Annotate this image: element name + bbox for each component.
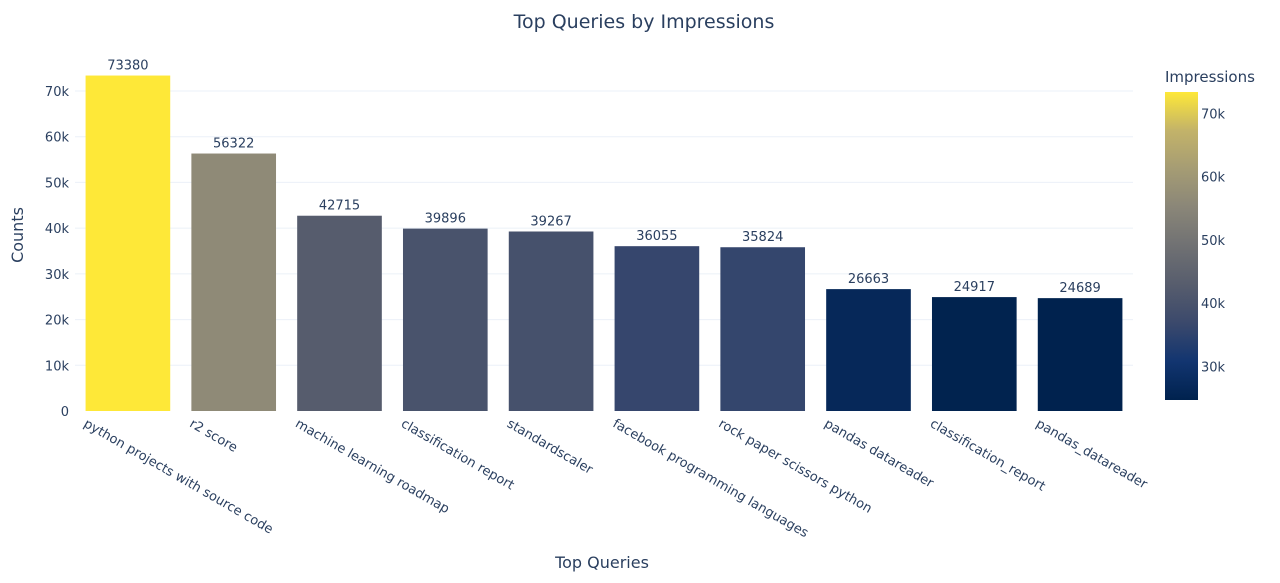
x-axis-title: Top Queries [554,553,649,572]
bar-value-label: 24917 [954,280,995,295]
y-tick-label: 10k [45,359,70,374]
bar [508,231,594,411]
x-tick-label: classification report [398,416,516,493]
bar-value-label: 56322 [213,137,254,152]
y-tick-label: 40k [45,222,70,237]
colorbar-tick-label: 50k [1201,234,1226,249]
bar [191,153,277,411]
bar [826,289,911,411]
bar-labels: 73380 56322 42715 39896 39267 36055 35824 26663… [107,59,1101,297]
x-tick-label: pandas_datareader [1033,416,1150,492]
y-tick-label: 20k [45,314,70,329]
bar-value-label: 73380 [107,59,148,74]
bar-value-label: 35824 [742,230,783,245]
bar [85,75,171,411]
colorbar-tick-label: 30k [1201,360,1226,375]
bar [931,297,1017,411]
y-tick-label: 0 [61,405,69,420]
y-tick-label: 50k [45,176,70,191]
bar-value-label: 39896 [425,212,466,227]
bar-value-label: 26663 [848,272,889,287]
colorbar [1165,92,1198,400]
bar [1037,298,1123,411]
y-axis-title: Counts [8,207,27,263]
x-tick-label: standardscaler [504,416,596,478]
bars [85,75,1123,411]
bar [720,247,806,411]
x-tick-label: facebook programming languages [610,416,811,541]
x-tick-label: r2 score [187,416,240,455]
colorbar-tick-label: 60k [1201,171,1226,186]
bar-value-label: 36055 [636,229,677,244]
x-tick-label: python projects with source code [81,416,276,537]
colorbar-tick-label: 70k [1201,107,1226,122]
y-tick-label: 70k [45,85,70,100]
bar-value-label: 24689 [1059,281,1100,296]
x-tick-label: classification_report [927,416,1047,494]
bar-value-label: 42715 [319,199,360,214]
bar [402,228,488,411]
x-tick-label: pandas datareader [822,416,937,491]
y-axis-ticks: 0 10k 20k 30k 40k 50k 60k 70k [45,85,70,420]
bar-value-label: 39267 [530,214,571,229]
y-tick-label: 30k [45,268,70,283]
colorbar-title: Impressions [1165,68,1255,86]
colorbar-tick-label: 40k [1201,297,1226,312]
y-tick-label: 60k [45,131,70,146]
colorbar-ticks: 30k 40k 50k 60k 70k [1201,107,1226,375]
bar [297,215,382,411]
chart-title: Top Queries by Impressions [513,11,775,33]
bar [614,246,700,411]
